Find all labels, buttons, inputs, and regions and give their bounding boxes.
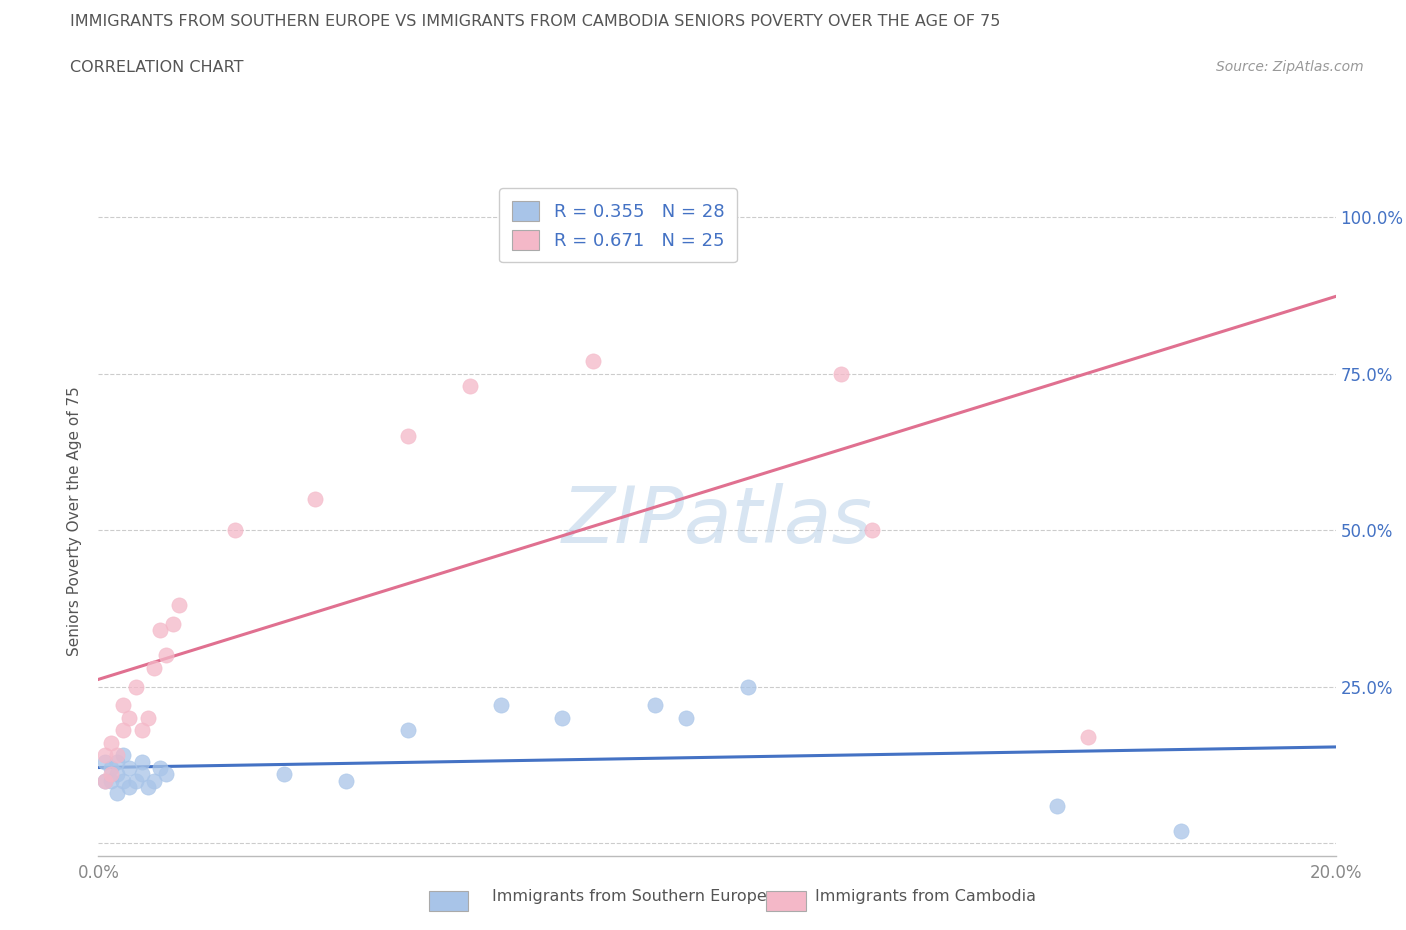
Point bbox=[737, 679, 759, 694]
Point bbox=[100, 773, 122, 788]
Point bbox=[335, 773, 357, 788]
Y-axis label: Seniors Poverty Over the Age of 75: Seniors Poverty Over the Age of 75 bbox=[67, 386, 83, 656]
Point bbox=[118, 711, 141, 725]
Point bbox=[644, 698, 666, 713]
Point bbox=[112, 748, 135, 763]
Point bbox=[112, 773, 135, 788]
Point bbox=[124, 679, 146, 694]
Point bbox=[93, 754, 115, 769]
Point bbox=[1046, 798, 1069, 813]
Point bbox=[100, 761, 122, 776]
Point bbox=[124, 773, 146, 788]
Point bbox=[1170, 823, 1192, 838]
Point bbox=[136, 779, 159, 794]
Legend: R = 0.355   N = 28, R = 0.671   N = 25: R = 0.355 N = 28, R = 0.671 N = 25 bbox=[499, 189, 737, 262]
Point bbox=[112, 698, 135, 713]
Point bbox=[93, 748, 115, 763]
Point bbox=[100, 736, 122, 751]
Point bbox=[396, 429, 419, 444]
Point bbox=[131, 754, 153, 769]
Point bbox=[155, 648, 177, 663]
Point bbox=[489, 698, 512, 713]
Point bbox=[551, 711, 574, 725]
Point bbox=[304, 491, 326, 506]
Point bbox=[118, 761, 141, 776]
Point bbox=[860, 523, 883, 538]
Point bbox=[675, 711, 697, 725]
Point bbox=[396, 723, 419, 737]
Point bbox=[149, 623, 172, 638]
Point bbox=[112, 723, 135, 737]
Point bbox=[105, 786, 128, 801]
Point bbox=[149, 761, 172, 776]
Point bbox=[1077, 729, 1099, 744]
Text: Immigrants from Cambodia: Immigrants from Cambodia bbox=[815, 889, 1036, 904]
Point bbox=[105, 767, 128, 782]
Point bbox=[458, 379, 481, 393]
Point bbox=[143, 773, 166, 788]
Point bbox=[93, 773, 115, 788]
Point bbox=[105, 748, 128, 763]
Point bbox=[582, 353, 605, 368]
Point bbox=[100, 767, 122, 782]
Point bbox=[224, 523, 246, 538]
Point bbox=[105, 754, 128, 769]
Point bbox=[131, 767, 153, 782]
Text: CORRELATION CHART: CORRELATION CHART bbox=[70, 60, 243, 75]
Point bbox=[644, 235, 666, 250]
Text: Source: ZipAtlas.com: Source: ZipAtlas.com bbox=[1216, 60, 1364, 74]
Point bbox=[131, 723, 153, 737]
Point bbox=[136, 711, 159, 725]
Text: IMMIGRANTS FROM SOUTHERN EUROPE VS IMMIGRANTS FROM CAMBODIA SENIORS POVERTY OVER: IMMIGRANTS FROM SOUTHERN EUROPE VS IMMIG… bbox=[70, 14, 1001, 29]
Point bbox=[273, 767, 295, 782]
Point bbox=[155, 767, 177, 782]
Point bbox=[167, 598, 190, 613]
Point bbox=[93, 773, 115, 788]
Text: Immigrants from Southern Europe: Immigrants from Southern Europe bbox=[492, 889, 766, 904]
Point bbox=[118, 779, 141, 794]
Point bbox=[830, 366, 852, 381]
Point bbox=[143, 660, 166, 675]
Point bbox=[162, 617, 184, 631]
Text: ZIPatlas: ZIPatlas bbox=[561, 483, 873, 559]
